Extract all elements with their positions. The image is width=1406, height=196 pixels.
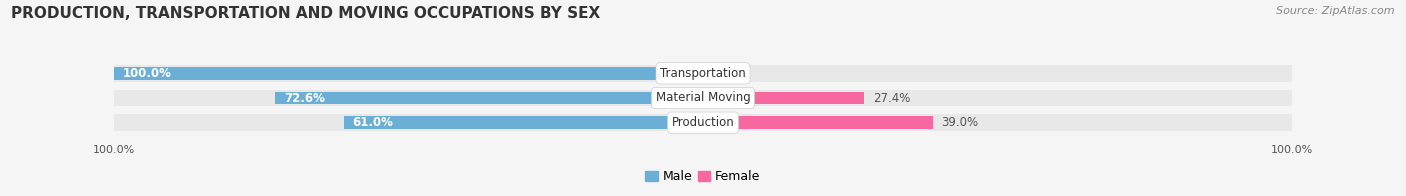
Bar: [703, 116, 932, 129]
Bar: [276, 92, 703, 104]
Text: 100.0%: 100.0%: [122, 67, 172, 80]
Text: Material Moving: Material Moving: [655, 92, 751, 104]
Text: 72.6%: 72.6%: [284, 92, 325, 104]
Bar: [114, 114, 1292, 131]
Text: Production: Production: [672, 116, 734, 129]
Text: Transportation: Transportation: [661, 67, 745, 80]
Text: 0.0%: 0.0%: [711, 67, 741, 80]
Text: Source: ZipAtlas.com: Source: ZipAtlas.com: [1277, 6, 1395, 16]
Text: 39.0%: 39.0%: [942, 116, 979, 129]
Bar: [114, 65, 1292, 82]
Bar: [343, 116, 703, 129]
Bar: [114, 90, 1292, 106]
Legend: Male, Female: Male, Female: [641, 165, 765, 188]
Bar: [114, 67, 703, 80]
Bar: [703, 92, 865, 104]
Text: 27.4%: 27.4%: [873, 92, 911, 104]
Text: PRODUCTION, TRANSPORTATION AND MOVING OCCUPATIONS BY SEX: PRODUCTION, TRANSPORTATION AND MOVING OC…: [11, 6, 600, 21]
Text: 61.0%: 61.0%: [353, 116, 394, 129]
